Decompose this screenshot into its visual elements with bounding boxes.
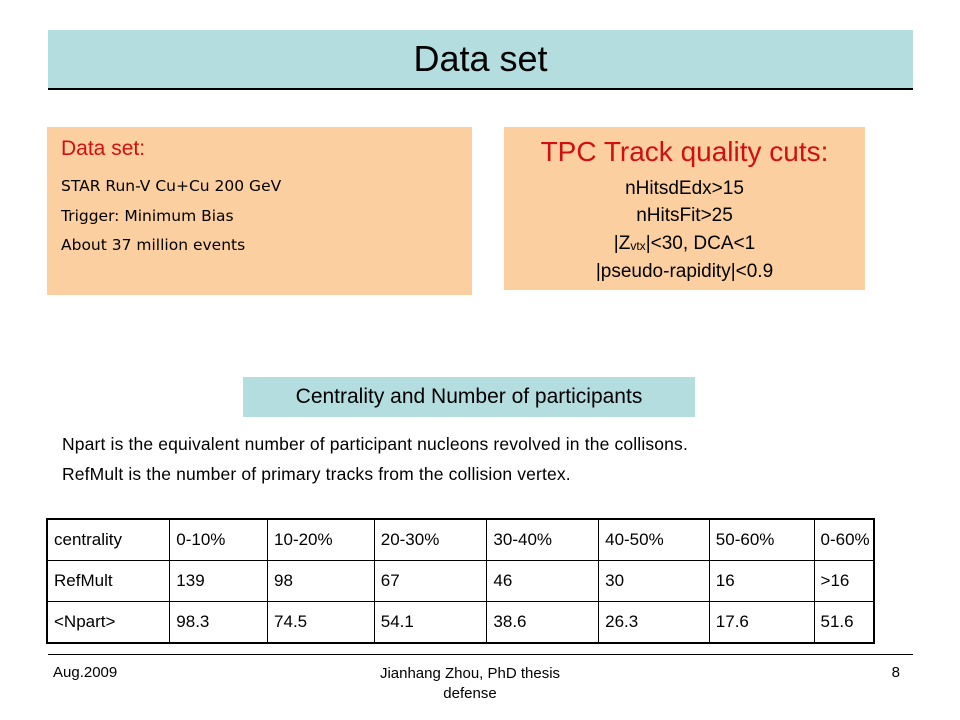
footer-rule [48,654,913,655]
table-cell: 38.6 [486,601,600,644]
table-cell: 98 [267,560,375,602]
dataset-line-run: STAR Run-V Cu+Cu 200 GeV [61,177,282,195]
description-refmult: RefMult is the number of primary tracks … [62,464,571,484]
footer-author: Jianhang Zhou, PhD thesis defense [320,664,620,704]
cut-pseudo-rapidity: |pseudo-rapidity|<0.9 [595,261,774,282]
table-cell: 20-30% [373,518,488,561]
table-cell: 98.3 [169,601,269,644]
slide-title: Data set [413,38,548,79]
centrality-table: centrality 0-10% 10-20% 20-30% 30-40% 40… [46,518,875,644]
cut-nhitsdedx: nHitsdEdx>15 [625,178,744,199]
cut-nhitsfit: nHitsFit>25 [636,205,733,226]
track-cuts-box: TPC Track quality cuts: nHitsdEdx>15 nHi… [504,127,865,290]
table-cell: 139 [169,560,269,602]
table-cell: <Npart> [46,601,171,644]
table-cell: 74.5 [267,601,375,644]
footer-page-number: 8 [891,664,900,681]
table-cell: 10-20% [267,518,375,561]
footer-author-line2: defense [443,685,497,702]
track-cuts-heading: TPC Track quality cuts: [540,136,829,167]
table-cell: 40-50% [598,518,710,561]
cut-zvtx-dca: |Zvtx|<30, DCA<1 [504,233,865,255]
table-cell: 51.6 [813,601,875,644]
cut-zvtx-subscript: vtx [630,239,646,253]
title-underline [48,88,913,90]
cut-zvtx-prefix: |Z [613,233,631,254]
table-cell: 54.1 [373,601,488,644]
dataset-line-trigger: Trigger: Minimum Bias [61,207,234,225]
table-cell: 0-60% [813,518,875,561]
table-cell: 30 [598,560,710,602]
table-cell: 50-60% [708,518,815,561]
table-cell: 26.3 [598,601,710,644]
table-cell: RefMult [46,560,171,602]
description-npart: Npart is the equivalent number of partic… [62,434,688,454]
footer-date: Aug.2009 [53,664,118,681]
table-row: RefMult 139 98 67 46 30 16 >16 [46,560,875,602]
table-cell: >16 [813,560,875,602]
table-cell: 0-10% [169,518,269,561]
cut-zvtx-suffix: |<30, DCA<1 [645,233,756,254]
table-cell: 16 [708,560,815,602]
table-cell: 46 [486,560,600,602]
title-bar: Data set [48,30,913,88]
table-cell: centrality [46,518,171,561]
table-cell: 17.6 [708,601,815,644]
dataset-heading: Data set: [61,137,146,160]
section-label: Centrality and Number of participants [243,377,695,417]
footer-author-line1: Jianhang Zhou, PhD thesis [379,665,561,682]
dataset-box: Data set: STAR Run-V Cu+Cu 200 GeV Trigg… [47,127,472,295]
table-cell: 67 [373,560,488,602]
table-row: centrality 0-10% 10-20% 20-30% 30-40% 40… [46,518,875,561]
table-cell: 30-40% [486,518,600,561]
table-row: <Npart> 98.3 74.5 54.1 38.6 26.3 17.6 51… [46,601,875,644]
dataset-line-events: About 37 million events [61,236,246,254]
